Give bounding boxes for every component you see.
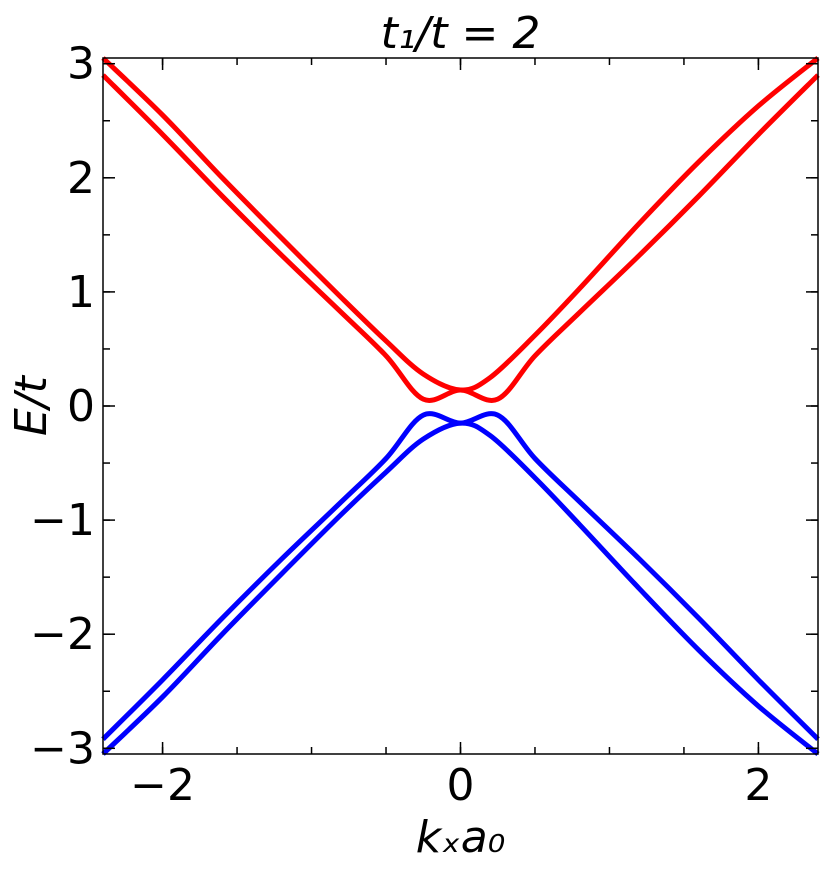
series-line-1 bbox=[101, 56, 820, 393]
plot-frame bbox=[102, 57, 819, 755]
y-tick-label: 3 bbox=[67, 39, 95, 90]
y-tick-label: −1 bbox=[30, 495, 95, 546]
x-tick-label: 2 bbox=[744, 760, 772, 811]
chart-title: t₁/t = 2 bbox=[381, 8, 541, 59]
y-axis-label: E/t bbox=[6, 374, 57, 436]
x-axis-label: kₓa₀ bbox=[416, 812, 506, 863]
series-line-4 bbox=[101, 420, 820, 756]
y-tick-label: −3 bbox=[30, 723, 95, 774]
y-tick-label: 1 bbox=[67, 267, 95, 318]
series-line-3 bbox=[101, 411, 820, 741]
series-line-2 bbox=[101, 73, 820, 403]
y-tick-label: 0 bbox=[67, 381, 95, 432]
y-tick-label: 2 bbox=[67, 153, 95, 204]
tick-layer: −2 0 2 −3 −2 −1 0 1 2 3 bbox=[30, 39, 818, 811]
x-tick-label: −2 bbox=[130, 760, 195, 811]
y-tick-label: −2 bbox=[30, 609, 95, 660]
x-tick-label: 0 bbox=[447, 760, 475, 811]
series-layer bbox=[101, 56, 820, 756]
